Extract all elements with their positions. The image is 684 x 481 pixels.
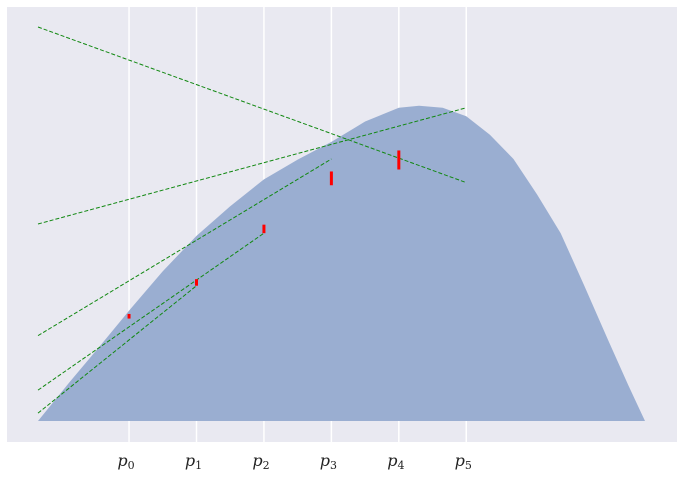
area-fill — [38, 105, 645, 422]
tangent-line-2 — [37, 158, 332, 337]
tick-label-0: p0 — [117, 451, 134, 472]
tick-label-3: p3 — [320, 451, 337, 472]
tick-label-2: p2 — [252, 451, 269, 472]
tick-layer: p0 p1 p2 p3 p4 p5 — [117, 451, 471, 472]
tangent-line-1 — [37, 107, 467, 225]
tick-label-5: p5 — [455, 451, 472, 472]
tangent-layer — [37, 26, 467, 414]
tick-label-4: p4 — [387, 451, 404, 472]
tangent-line-0 — [37, 26, 467, 184]
tangent-line-3 — [37, 232, 265, 391]
error-layer — [127, 150, 401, 319]
tick-label-1: p1 — [185, 451, 202, 472]
tangent-line-4 — [37, 285, 197, 414]
area-layer — [38, 105, 645, 422]
